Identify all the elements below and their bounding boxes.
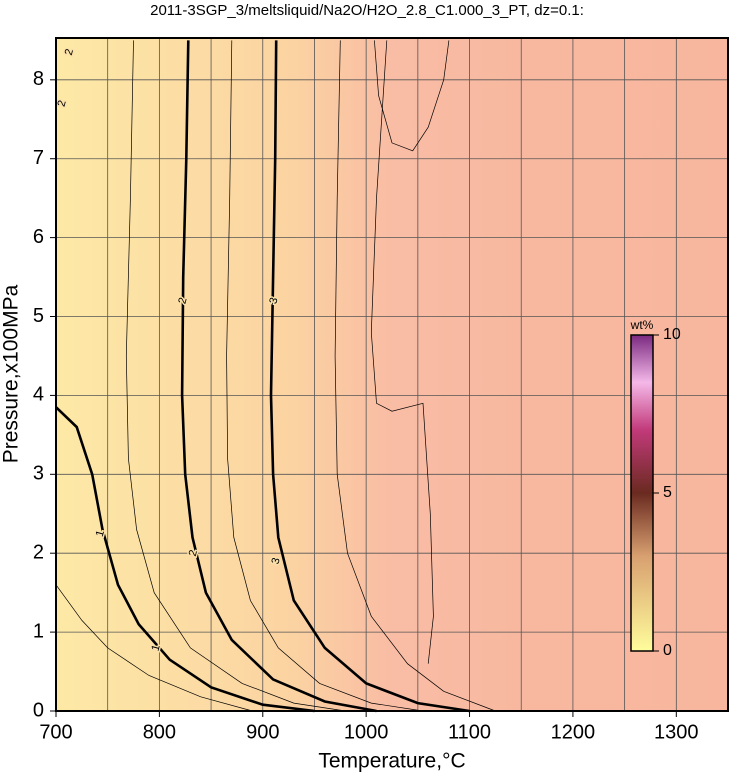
x-tick-label: 1300 xyxy=(654,721,699,743)
y-tick-label: 4 xyxy=(33,384,44,406)
y-tick-label: 8 xyxy=(33,68,44,90)
contour-line xyxy=(55,406,315,713)
y-tick-label: 0 xyxy=(33,699,44,721)
plot-background xyxy=(56,38,728,711)
colorbar-tick-label: 10 xyxy=(663,326,681,343)
x-tick-label: 800 xyxy=(143,721,176,743)
colorbar-tick-label: 5 xyxy=(663,484,672,501)
contour-line xyxy=(334,40,496,712)
contour-line xyxy=(55,584,253,712)
colorbar-tick-label: 0 xyxy=(663,642,672,659)
x-tick-label: 1100 xyxy=(448,721,491,743)
colorbar-label: wt% xyxy=(630,318,654,332)
contour-line xyxy=(269,40,470,713)
plot-frame xyxy=(55,37,729,712)
x-tick-label: 1000 xyxy=(344,721,389,743)
y-tick-label: 7 xyxy=(33,147,44,169)
y-axis-label: Pressure,x100MPa xyxy=(0,284,23,463)
chart-title: 2011-3SGP_3/meltsliquid/Na2O/H2O_2.8_C1.… xyxy=(150,2,584,19)
y-tick-label: 5 xyxy=(33,305,44,327)
contour-line xyxy=(374,40,450,152)
y-tick-label: 3 xyxy=(33,463,44,485)
contour-line xyxy=(125,40,346,712)
colorbar xyxy=(630,334,654,652)
y-tick-label: 1 xyxy=(33,620,44,642)
y-tick-label: 2 xyxy=(33,541,44,563)
contour-line xyxy=(180,40,377,713)
x-tick-label: 700 xyxy=(39,721,72,743)
contour-line xyxy=(226,40,424,712)
contour-line xyxy=(370,40,434,664)
x-tick-label: 900 xyxy=(246,721,279,743)
x-tick-label: 1200 xyxy=(551,721,596,743)
x-axis-label: Temperature,°C xyxy=(318,750,465,773)
y-tick-label: 6 xyxy=(33,226,44,248)
